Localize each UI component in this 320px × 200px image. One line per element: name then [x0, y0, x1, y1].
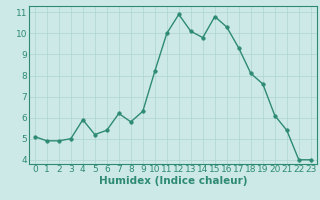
- X-axis label: Humidex (Indice chaleur): Humidex (Indice chaleur): [99, 176, 247, 186]
